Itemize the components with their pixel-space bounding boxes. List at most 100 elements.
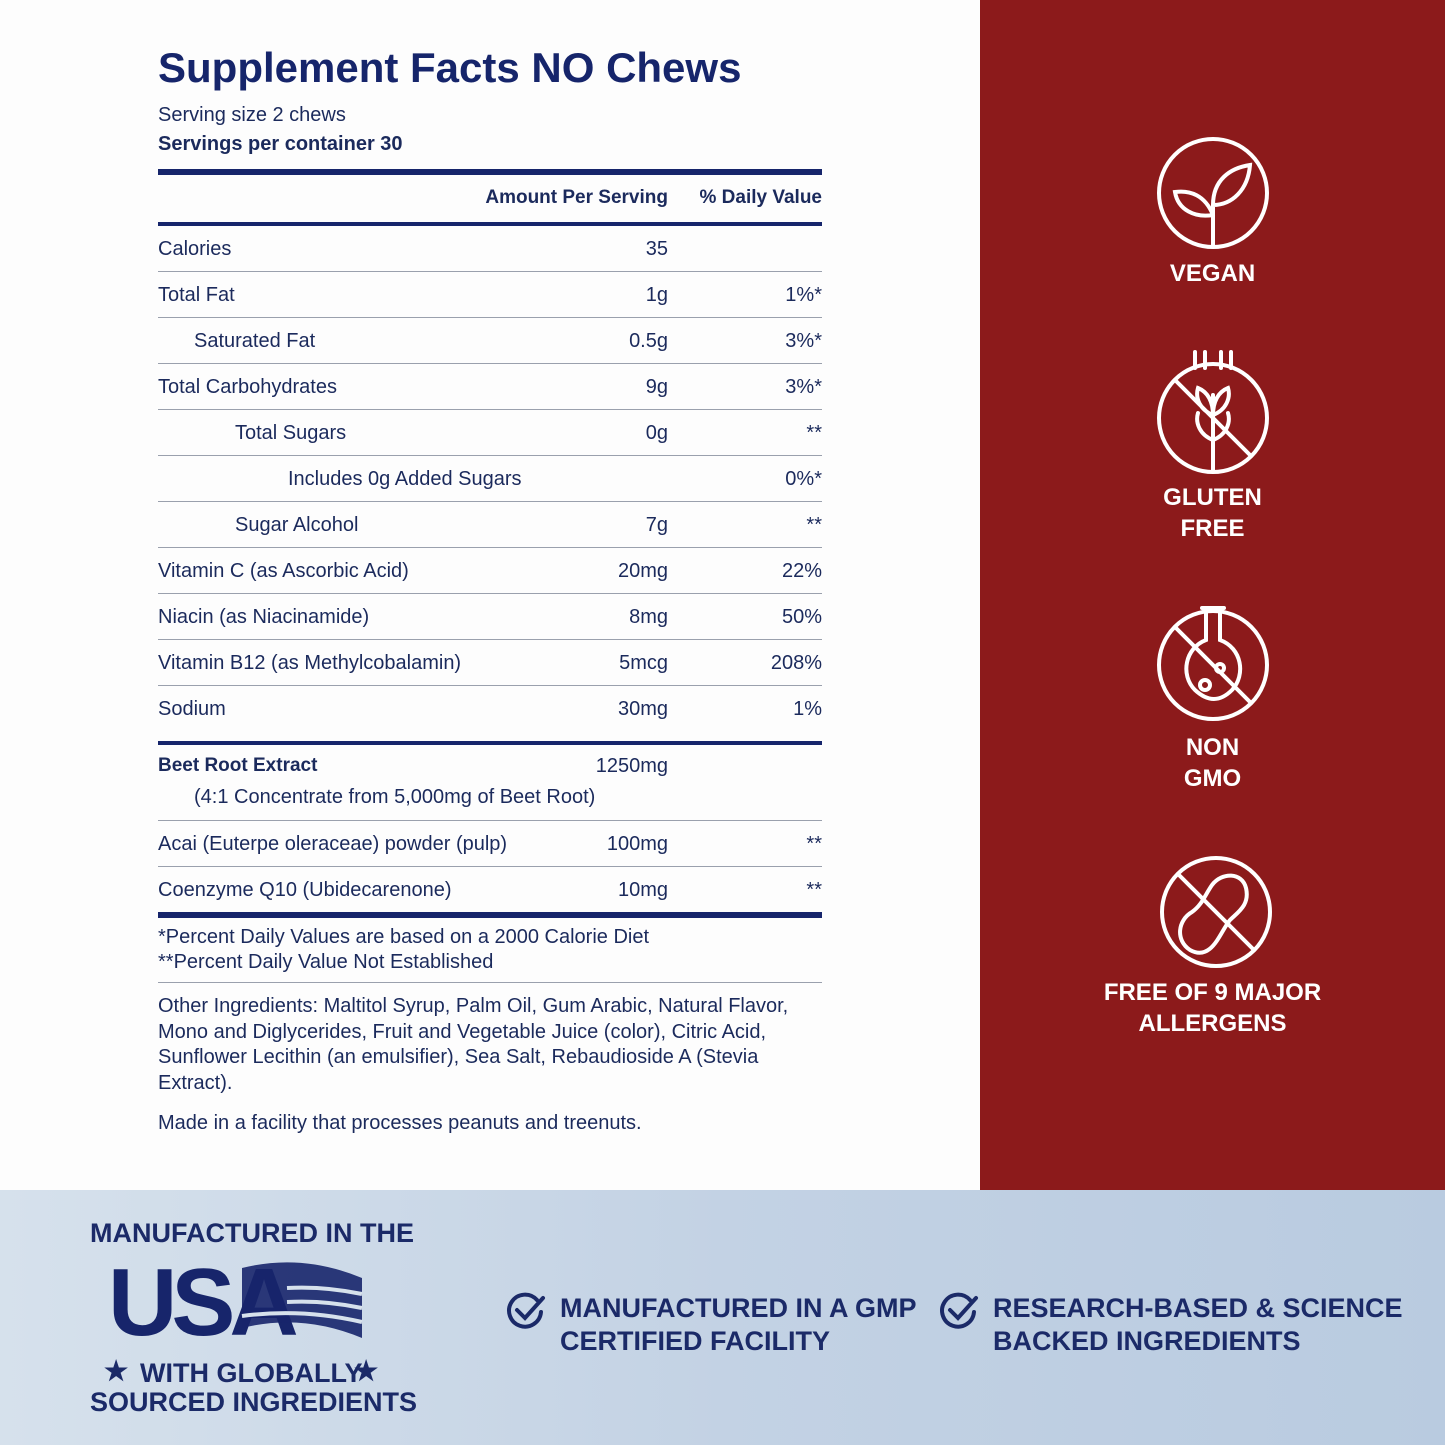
nutrient-name: Acai (Euterpe oleraceae) powder (pulp) [158, 833, 508, 855]
extract-detail: (4:1 Concentrate from 5,000mg of Beet Ro… [194, 786, 596, 808]
row-line [158, 547, 822, 548]
row-line [158, 271, 822, 272]
fact-row: Includes 0g Added Sugars 0%* [158, 456, 822, 502]
nutrient-name: Sugar Alcohol [235, 514, 359, 536]
claim: RESEARCH-BASED & SCIENCE [993, 1293, 1403, 1323]
row-line [158, 455, 822, 456]
row-line [158, 820, 822, 821]
daily-value: 1% [793, 698, 822, 720]
fact-row: Sodium 30mg 1% [158, 686, 822, 732]
daily-value: 208% [770, 652, 822, 674]
vegan-icon [1157, 137, 1269, 249]
row-line [158, 409, 822, 410]
rule [158, 912, 822, 918]
amount: 7g [645, 514, 668, 536]
claim: MANUFACTURED IN A GMP [560, 1293, 917, 1323]
badge-label: GLUTEN [1163, 484, 1262, 511]
nutrient-name: Total Fat [158, 284, 235, 306]
header-amount: Amount Per Serving [485, 187, 668, 208]
amount: 100mg [606, 833, 668, 855]
nutrient-name: Saturated Fat [194, 330, 316, 352]
row-line [158, 685, 822, 686]
claim: BACKED INGREDIENTS [993, 1326, 1301, 1356]
rule [158, 169, 822, 175]
footnote: *Percent Daily Values are based on a 200… [158, 926, 650, 948]
fact-row: Saturated Fat 0.5g 3%* [158, 318, 822, 364]
row-line [158, 866, 822, 867]
extract-name: Beet Root Extract [158, 755, 318, 776]
badge-icons [1157, 137, 1272, 968]
amount: 5mcg [619, 652, 668, 674]
amount: 9g [645, 376, 668, 398]
nutrient-name: Sodium [158, 698, 226, 720]
claim: CERTIFIED FACILITY [560, 1326, 830, 1356]
amount: 30mg [617, 698, 668, 720]
serving-size: Serving size 2 chews [158, 104, 346, 126]
fact-row: Sugar Alcohol 7g ** [158, 502, 822, 548]
daily-value: 3%* [785, 330, 822, 352]
row-line [158, 317, 822, 318]
facts-panel [0, 0, 980, 1190]
fact-row: Calories 35 [158, 226, 822, 272]
nutrient-name: Vitamin C (as Ascorbic Acid) [158, 560, 409, 582]
badge-label: VEGAN [1169, 260, 1256, 287]
amount: 35 [645, 238, 668, 260]
nutrient-name: Coenzyme Q10 (Ubidecarenone) [158, 879, 452, 901]
amount: 0g [645, 422, 668, 444]
fact-row: Acai (Euterpe oleraceae) powder (pulp) 10… [158, 821, 822, 867]
row-line [158, 982, 822, 983]
title: Supplement Facts NO Chews [158, 44, 742, 91]
allergen-icon [1160, 856, 1272, 968]
daily-value: ** [806, 514, 822, 536]
daily-value: 50% [781, 606, 822, 628]
badge-label: GMO [1183, 765, 1242, 792]
rule [158, 222, 822, 226]
check-icon [940, 1292, 978, 1329]
badge-label: NON [1185, 734, 1240, 761]
flag [241, 1262, 363, 1338]
star: ★ [104, 1356, 129, 1386]
row-line [158, 639, 822, 640]
nutrient-name: Includes 0g Added Sugars [288, 468, 522, 490]
row-line [158, 501, 822, 502]
other-ingredients: Other Ingredients: Maltitol Syrup, Palm … [158, 995, 789, 1094]
nutrient-name: Total Sugars [235, 422, 347, 444]
fact-row: Vitamin C (as Ascorbic Acid) 20mg 22% [158, 548, 822, 594]
daily-value: 3%* [785, 376, 822, 398]
amount: 10mg [617, 879, 668, 901]
gmo-icon [1157, 606, 1269, 721]
fact-row: Niacin (as Niacinamide) 8mg 50% [158, 594, 822, 640]
rule [158, 741, 822, 745]
fact-row: Total Fat 1g 1%* [158, 272, 822, 318]
header-dv: % Daily Value [699, 187, 822, 208]
footer-band [0, 1190, 1445, 1445]
daily-value: ** [806, 833, 822, 855]
daily-value: 0%* [785, 468, 822, 490]
amount: 20mg [617, 560, 668, 582]
facility-note: Made in a facility that processes peanut… [158, 1112, 642, 1134]
row-line [158, 593, 822, 594]
fact-row: Coenzyme Q10 (Ubidecarenone) 10mg ** [158, 867, 822, 913]
extract-amount: 1250mg [595, 755, 668, 777]
nutrient-name: Niacin (as Niacinamide) [158, 606, 370, 628]
badge-label: ALLERGENS [1138, 1010, 1287, 1037]
amount: 0.5g [629, 330, 668, 352]
nutrient-name: Calories [158, 238, 232, 260]
row-line [158, 363, 822, 364]
badge-label: FREE [1180, 515, 1245, 542]
fact-row: Vitamin B12 (as Methylcobalamin) 5mcg 208% [158, 640, 822, 686]
servings-per-container: Servings per container 30 [158, 133, 403, 155]
amount: 1g [645, 284, 668, 306]
sourced: SOURCED INGREDIENTS [90, 1387, 418, 1417]
made-in: MANUFACTURED IN THE [90, 1218, 414, 1248]
nutrient-name: Total Carbohydrates [158, 376, 337, 398]
badge-label: FREE OF 9 MAJOR [1103, 979, 1322, 1006]
fact-row: Total Sugars 0g ** [158, 410, 822, 456]
daily-value: ** [806, 879, 822, 901]
footnote: **Percent Daily Value Not Established [158, 951, 494, 973]
star: ★ [354, 1356, 379, 1386]
gluten-icon [1157, 350, 1269, 474]
daily-value: ** [806, 422, 822, 444]
sourced: WITH GLOBALLY [140, 1358, 363, 1388]
